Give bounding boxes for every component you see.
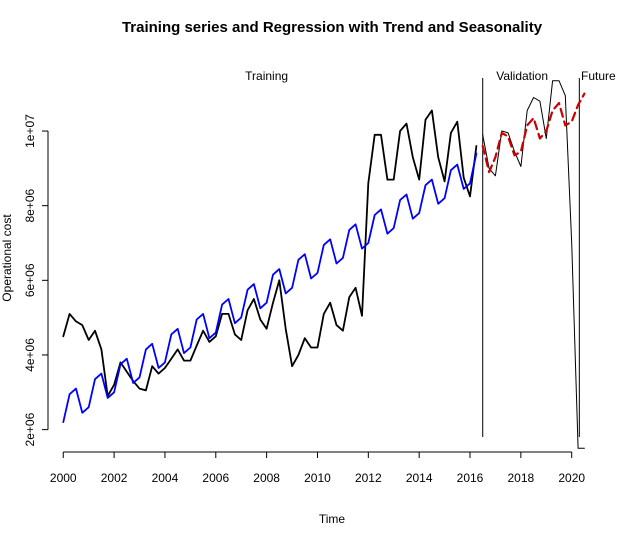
axes: 2000 2002 2004 2006 2008 2010 2012 2014 2016 2018… xyxy=(23,114,585,485)
y-axis-label: Operational cost xyxy=(0,214,14,302)
period-divider-lines xyxy=(482,78,580,437)
x-tick-label: 2010 xyxy=(304,471,331,485)
chart-title: Training series and Regression with Tren… xyxy=(122,19,543,36)
y-tick-label: 2e+06 xyxy=(23,412,37,446)
x-axis-label: Time xyxy=(319,512,346,526)
x-tick-label: 2016 xyxy=(457,471,484,485)
x-tick-label: 2014 xyxy=(406,471,433,485)
x-tick-label: 2000 xyxy=(50,471,77,485)
x-tick-label: 2002 xyxy=(101,471,128,485)
forecast-series-line xyxy=(481,92,586,174)
x-tick-label: 2006 xyxy=(202,471,229,485)
x-tick-label: 2008 xyxy=(253,471,280,485)
y-tick-label: 1e+07 xyxy=(23,114,37,148)
annotation-validation: Validation xyxy=(496,69,548,83)
plot-series xyxy=(62,80,586,449)
x-tick-label: 2012 xyxy=(355,471,382,485)
annotation-training: Training xyxy=(245,69,288,83)
y-tick-label: 8e+06 xyxy=(23,189,37,223)
x-tick-label: 2020 xyxy=(558,471,585,485)
actual-series-line xyxy=(482,80,585,449)
y-tick-label: 6e+06 xyxy=(23,263,37,297)
annotation-future: Future xyxy=(581,69,616,83)
period-annotations: Training Validation Future xyxy=(245,69,616,83)
y-tick-label: 4e+06 xyxy=(23,338,37,372)
x-tick-label: 2004 xyxy=(152,471,179,485)
regression-series-line xyxy=(62,152,478,424)
x-tick-label: 2018 xyxy=(508,471,535,485)
